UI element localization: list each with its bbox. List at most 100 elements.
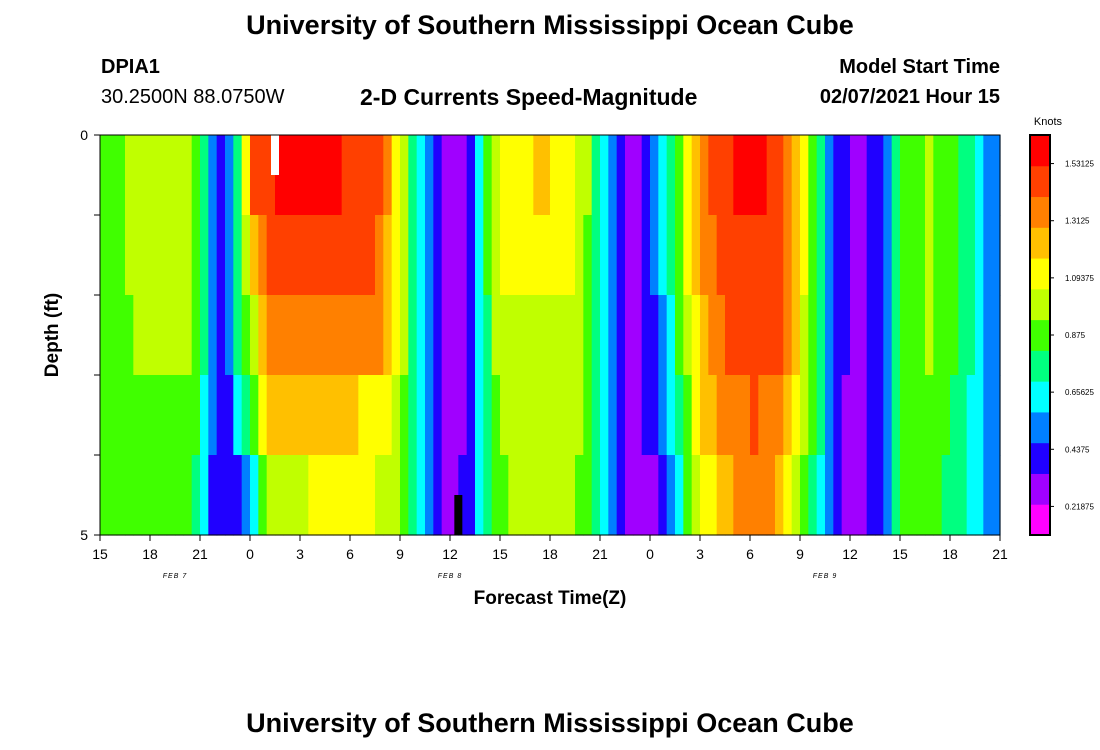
heatmap-cell xyxy=(108,295,118,376)
heatmap-cell xyxy=(741,455,751,536)
heatmap-cell xyxy=(200,295,209,376)
heatmap-cell xyxy=(708,135,718,216)
heatmap-cell xyxy=(408,295,418,376)
colorbar-segment xyxy=(1030,196,1050,228)
heatmap-cell xyxy=(133,215,143,296)
heatmap-cell xyxy=(566,375,576,456)
heatmap-cell xyxy=(175,295,184,376)
heatmap-cell xyxy=(350,215,359,296)
x-tick-label: 18 xyxy=(142,546,158,562)
heatmap-cell xyxy=(691,215,701,296)
heatmap-cell xyxy=(400,135,409,216)
heatmap-cell xyxy=(825,455,834,536)
heatmap-cell xyxy=(750,375,759,456)
heatmap-cell xyxy=(983,135,993,216)
heatmap-cell xyxy=(275,295,284,376)
heatmap-cell xyxy=(816,215,826,296)
heatmap-cell xyxy=(316,135,326,216)
heatmap-cell xyxy=(258,135,268,216)
heatmap-cell xyxy=(366,455,376,536)
heatmap-cell xyxy=(741,375,751,456)
heatmap-cell xyxy=(525,135,534,216)
heatmap-cell xyxy=(250,455,259,536)
heatmap-cell xyxy=(950,455,959,536)
heatmap-cell xyxy=(225,295,234,376)
heatmap-cell xyxy=(383,375,393,456)
heatmap-cell xyxy=(983,375,993,456)
heatmap-cell xyxy=(408,455,418,536)
heatmap-cell xyxy=(100,455,109,536)
heatmap-cell xyxy=(833,375,843,456)
heatmap-cell xyxy=(100,135,109,216)
heatmap-cell xyxy=(308,295,318,376)
heatmap-cell xyxy=(700,135,709,216)
x-axis-title: Forecast Time(Z) xyxy=(474,588,627,609)
heatmap-cell xyxy=(858,215,868,296)
heatmap-cell xyxy=(650,455,659,536)
heatmap-cell xyxy=(416,215,426,296)
x-tick-label: 9 xyxy=(796,546,804,562)
heatmap-cell xyxy=(233,295,243,376)
heatmap-cell xyxy=(341,135,351,216)
heatmap-cell xyxy=(516,295,526,376)
heatmap-cell xyxy=(575,455,584,536)
heatmap-cell xyxy=(925,215,934,296)
heatmap-cell xyxy=(141,135,151,216)
heatmap-cell xyxy=(833,215,843,296)
heatmap-cell xyxy=(608,215,618,296)
heatmap-cell xyxy=(758,135,768,216)
current-time-marker xyxy=(271,135,279,175)
colorbar-label: 0.21875 xyxy=(1065,502,1094,511)
heatmap-cell xyxy=(116,295,126,376)
heatmap-cell xyxy=(258,375,268,456)
plot-title: 2-D Currents Speed-Magnitude xyxy=(360,84,698,110)
heatmap-cell xyxy=(875,215,884,296)
heatmap-cell xyxy=(175,375,184,456)
chart-axes: 15 18 21 0 3 6 9 12 15 18 21 0 3 6 9 12 15 18 21 FEB 7 FEB 8… xyxy=(80,127,1008,580)
heatmap-cell xyxy=(216,375,226,456)
colorbar-segment xyxy=(1030,442,1050,474)
heatmap-cell xyxy=(758,455,768,536)
heatmap-cell xyxy=(200,375,209,456)
heatmap-cell xyxy=(208,295,218,376)
heatmap-cell xyxy=(325,215,334,296)
heatmap-cell xyxy=(883,215,893,296)
heatmap-cell xyxy=(591,455,601,536)
heatmap-cell xyxy=(758,295,768,376)
colorbar-segment xyxy=(1030,350,1050,382)
heatmap-cell xyxy=(475,295,484,376)
heatmap-cell xyxy=(191,375,201,456)
heatmap-cell xyxy=(841,295,851,376)
heatmap-cell xyxy=(833,455,843,536)
heatmap-cell xyxy=(808,135,818,216)
colorbar: Knots 1.53125 1.3125 1.09375 0.875 0.65625 0.4… xyxy=(1029,116,1094,536)
heatmap-cell xyxy=(583,215,593,296)
heatmap-cell xyxy=(633,375,643,456)
heatmap-cell xyxy=(425,375,434,456)
heatmap-cell xyxy=(941,295,951,376)
heatmap-cell xyxy=(833,135,843,216)
heatmap-cell xyxy=(108,375,118,456)
heatmap-cell xyxy=(641,375,651,456)
heatmap-cell xyxy=(950,295,959,376)
heatmap-cell xyxy=(350,455,359,536)
heatmap-cell xyxy=(641,295,651,376)
heatmap-cell xyxy=(675,375,684,456)
heatmap-cell xyxy=(266,375,276,456)
heatmap-cell xyxy=(300,375,309,456)
heatmap-cell xyxy=(675,215,684,296)
x-tick-label: 21 xyxy=(192,546,208,562)
heatmap-cell xyxy=(183,295,193,376)
model-start-value: 02/07/2021 Hour 15 xyxy=(819,86,1000,108)
heatmap-cell xyxy=(716,135,726,216)
heatmap-cell xyxy=(850,215,859,296)
colorbar-segment xyxy=(1030,473,1050,505)
heatmap-cell xyxy=(225,375,234,456)
heatmap-cell xyxy=(416,375,426,456)
x-tick-label: 21 xyxy=(592,546,608,562)
heatmap-cell xyxy=(666,135,676,216)
heatmap-cell xyxy=(433,215,443,296)
heatmap-cell xyxy=(616,455,626,536)
heatmap-cell xyxy=(458,375,468,456)
heatmap-cell xyxy=(116,375,126,456)
